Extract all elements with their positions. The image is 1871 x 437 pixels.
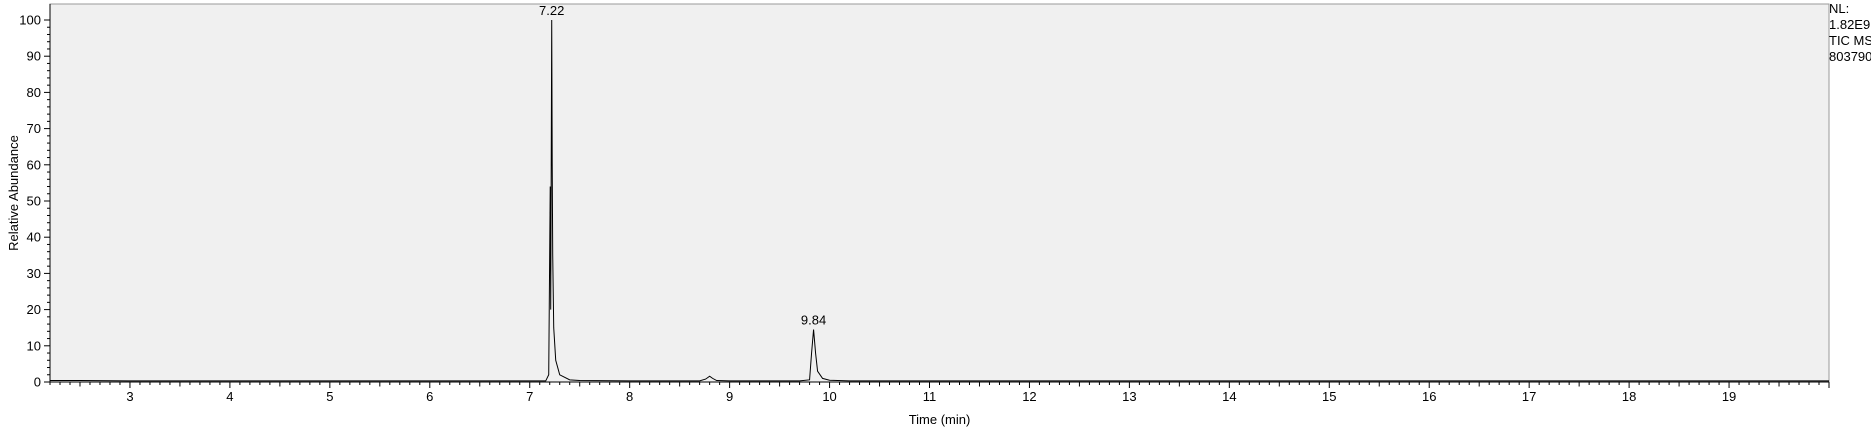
y-tick-label: 30 [27, 266, 41, 281]
x-tick-label: 10 [822, 389, 836, 404]
x-tick-label: 16 [1422, 389, 1436, 404]
plot-area [49, 3, 1830, 383]
x-tick-label: 13 [1122, 389, 1136, 404]
x-tick-label: 12 [1022, 389, 1036, 404]
y-tick-label: 60 [27, 157, 41, 172]
info-line-file: 803790 [1829, 49, 1871, 64]
y-axis-title: Relative Abundance [6, 135, 21, 251]
y-axis-ticks: 0 10 20 30 40 50 60 70 80 90 100 [19, 4, 51, 390]
peak-annotations: 7.22 9.84 [539, 3, 826, 328]
x-tick-label: 11 [923, 389, 937, 404]
info-line-nl: NL: [1829, 1, 1849, 16]
x-tick-label: 7 [526, 389, 533, 404]
info-line-nl-value: 1.82E9 [1829, 17, 1870, 32]
peak-label: 7.22 [539, 3, 564, 18]
y-tick-label: 90 [27, 49, 41, 64]
y-tick-label: 100 [19, 13, 41, 28]
x-tick-label: 5 [326, 389, 333, 404]
y-tick-label: 20 [27, 302, 41, 317]
scan-info-block: NL: 1.82E9 TIC MS 803790 [1829, 1, 1871, 64]
peak-label: 9.84 [801, 313, 826, 328]
tic-trace-line [50, 19, 1829, 382]
x-tick-label: 18 [1622, 389, 1636, 404]
x-tick-label: 17 [1522, 389, 1536, 404]
x-axis-ticks: 3 4 5 6 7 8 9 10 11 12 13 14 15 16 17 18 19 [49, 381, 1830, 404]
x-tick-label: 3 [126, 389, 133, 404]
y-tick-label: 40 [27, 230, 41, 245]
y-tick-label: 10 [27, 338, 41, 353]
y-tick-label: 80 [27, 85, 41, 100]
x-tick-label: 9 [726, 389, 733, 404]
x-tick-label: 4 [226, 389, 233, 404]
x-tick-label: 6 [426, 389, 433, 404]
x-tick-label: 14 [1222, 389, 1236, 404]
y-tick-label: 70 [27, 121, 41, 136]
x-tick-label: 19 [1722, 389, 1736, 404]
x-axis-title: Time (min) [909, 412, 971, 427]
y-tick-label: 50 [27, 194, 41, 209]
info-line-scan-type: TIC MS [1829, 33, 1871, 48]
y-tick-label: 0 [34, 375, 41, 390]
x-tick-label: 8 [626, 389, 633, 404]
x-tick-label: 15 [1322, 389, 1336, 404]
